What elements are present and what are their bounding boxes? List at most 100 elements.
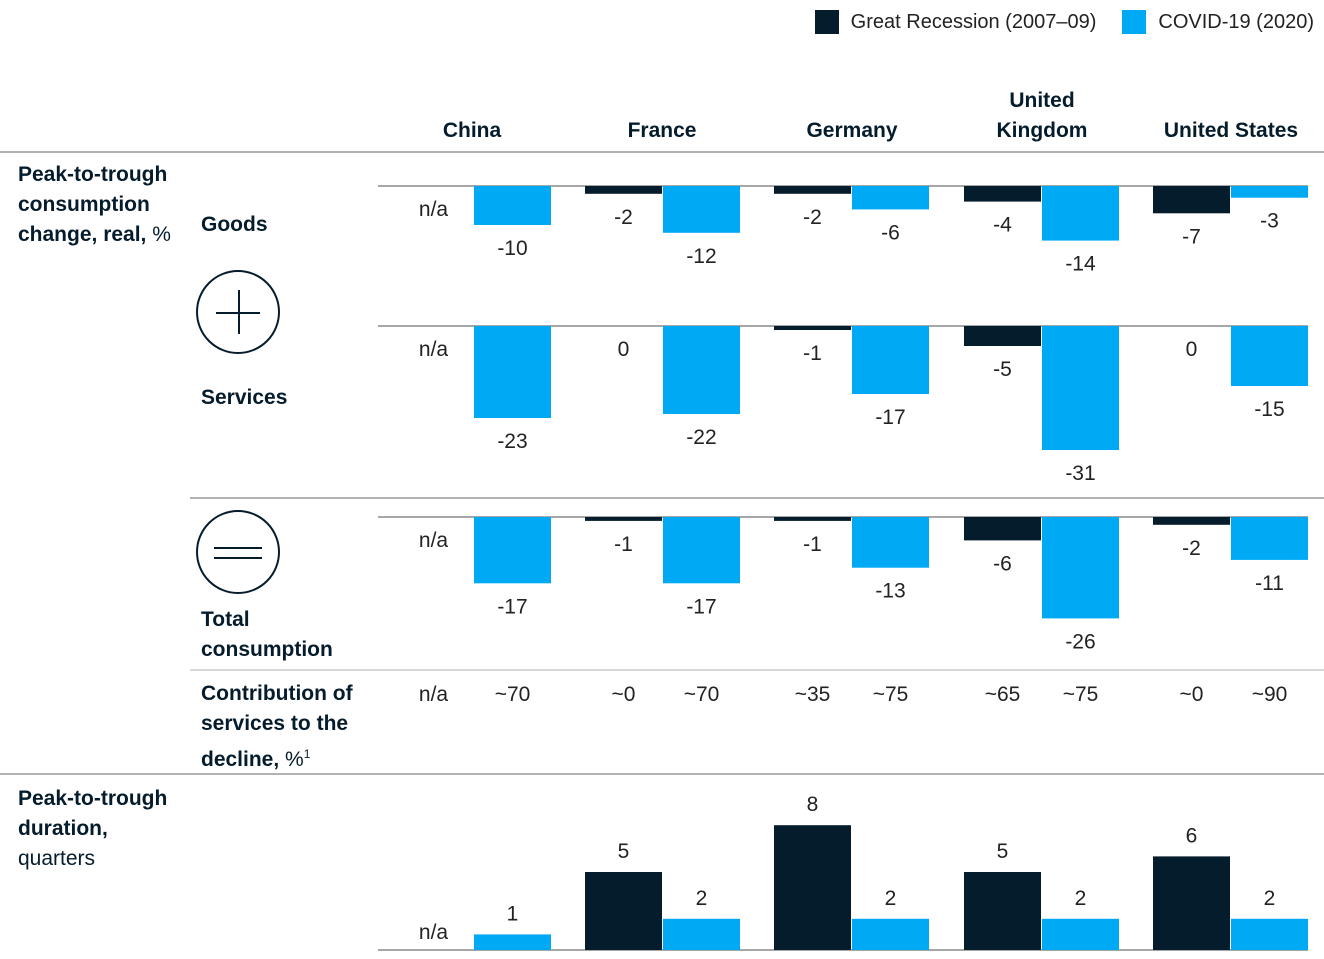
country-header-germany: Germany bbox=[806, 119, 898, 142]
total-recession-bar-uk bbox=[964, 517, 1041, 541]
services-covid-bar-us bbox=[1231, 326, 1308, 386]
country-header-uk: United Kingdom bbox=[996, 89, 1088, 142]
goods-recession-label-france: -2 bbox=[614, 206, 633, 229]
services-covid-bar-germany bbox=[852, 326, 929, 394]
services-covid-label-france: -22 bbox=[686, 426, 716, 449]
contribution-covid-china: ~70 bbox=[495, 683, 531, 706]
total-recession-bar-germany bbox=[774, 517, 851, 521]
goods-covid-label-china: -10 bbox=[497, 237, 527, 260]
duration-covid-label-us: 2 bbox=[1264, 887, 1276, 910]
goods-recession-bar-france bbox=[585, 186, 662, 194]
duration-recession-label-germany: 8 bbox=[807, 793, 819, 816]
contribution-recession-germany: ~35 bbox=[795, 683, 831, 706]
goods-covid-label-france: -12 bbox=[686, 245, 716, 268]
duration-covid-bar-uk bbox=[1042, 918, 1119, 950]
goods-label: Goods bbox=[201, 213, 268, 236]
goods-covid-bar-china bbox=[474, 186, 551, 225]
services-recession-bar-uk bbox=[964, 326, 1041, 346]
contribution-label: Contribution of services to the decline,… bbox=[201, 679, 371, 775]
services-label: Services bbox=[201, 386, 288, 409]
services-covid-bar-china bbox=[474, 326, 551, 418]
goods-covid-label-us: -3 bbox=[1260, 210, 1279, 233]
duration-recession-label-china: n/a bbox=[419, 921, 449, 944]
total-covid-label-us: -11 bbox=[1255, 572, 1284, 595]
goods-recession-label-china: n/a bbox=[419, 198, 449, 221]
total-covid-bar-china bbox=[474, 517, 551, 584]
services-recession-label-france: 0 bbox=[618, 338, 630, 361]
duration-recession-bar-us bbox=[1153, 856, 1230, 950]
total-covid-label-france: -17 bbox=[686, 595, 716, 618]
services-covid-label-uk: -31 bbox=[1065, 462, 1095, 485]
duration-recession-label-us: 6 bbox=[1186, 824, 1198, 847]
duration-recession-label-uk: 5 bbox=[997, 840, 1009, 863]
services-recession-label-germany: -1 bbox=[803, 342, 822, 365]
plus-vertical-stroke bbox=[238, 290, 240, 334]
goods-recession-label-germany: -2 bbox=[803, 206, 822, 229]
services-covid-label-germany: -17 bbox=[875, 406, 905, 429]
duration-covid-label-france: 2 bbox=[696, 887, 708, 910]
total-covid-label-china: -17 bbox=[497, 595, 527, 618]
contribution-footnote-marker: 1 bbox=[303, 747, 311, 761]
goods-recession-bar-uk bbox=[964, 186, 1041, 202]
legend-label-recession: Great Recession (2007–09) bbox=[850, 10, 1097, 33]
contribution-covid-uk: ~75 bbox=[1063, 683, 1099, 706]
total-recession-bar-us bbox=[1153, 517, 1230, 525]
total-label: Total consumption bbox=[201, 608, 333, 661]
goods-recession-label-uk: -4 bbox=[993, 214, 1012, 237]
services-recession-label-china: n/a bbox=[419, 338, 449, 361]
total-recession-label-uk: -6 bbox=[993, 552, 1012, 575]
duration-covid-label-china: 1 bbox=[507, 902, 519, 925]
contribution-covid-germany: ~75 bbox=[873, 683, 909, 706]
section2-label: Peak-to-trough duration, quarters bbox=[18, 784, 178, 874]
goods-covid-label-germany: -6 bbox=[881, 221, 900, 244]
services-recession-bar-germany bbox=[774, 326, 851, 330]
goods-recession-bar-us bbox=[1153, 186, 1230, 214]
section1-label: Peak-to-trough consumption change, real,… bbox=[18, 160, 178, 250]
goods-recession-bar-germany bbox=[774, 186, 851, 194]
equals-lower-stroke bbox=[214, 557, 262, 559]
legend-swatch-covid bbox=[1122, 10, 1147, 34]
total-covid-label-germany: -13 bbox=[875, 580, 905, 603]
duration-covid-label-uk: 2 bbox=[1075, 887, 1087, 910]
duration-covid-bar-china bbox=[474, 934, 551, 950]
duration-recession-bar-uk bbox=[964, 872, 1041, 950]
goods-recession-label-us: -7 bbox=[1182, 225, 1201, 248]
section2-unit: quarters bbox=[18, 847, 96, 870]
total-covid-bar-uk bbox=[1042, 517, 1119, 619]
contribution-recession-uk: ~65 bbox=[985, 683, 1021, 706]
goods-covid-bar-france bbox=[663, 186, 740, 233]
total-covid-bar-france bbox=[663, 517, 740, 584]
duration-covid-bar-germany bbox=[852, 918, 929, 950]
services-covid-label-china: -23 bbox=[497, 430, 527, 453]
duration-recession-bar-germany bbox=[774, 825, 851, 950]
goods-covid-bar-us bbox=[1231, 186, 1308, 198]
plus-circle-icon bbox=[196, 270, 280, 354]
total-recession-label-france: -1 bbox=[614, 533, 633, 556]
contribution-covid-france: ~70 bbox=[684, 683, 720, 706]
section2-title: Peak-to-trough duration, bbox=[18, 787, 168, 840]
services-covid-bar-france bbox=[663, 326, 740, 414]
total-covid-bar-us bbox=[1231, 517, 1308, 560]
duration-covid-label-germany: 2 bbox=[885, 887, 897, 910]
contribution-recession-china: n/a bbox=[419, 683, 449, 706]
contribution-unit: % bbox=[285, 748, 304, 771]
legend-label-covid: COVID-19 (2020) bbox=[1158, 10, 1314, 33]
country-header-us: United States bbox=[1163, 119, 1299, 142]
duration-covid-bar-france bbox=[663, 918, 740, 950]
legend-item-recession: Great Recession (2007–09) bbox=[814, 10, 1097, 34]
legend-item-covid: COVID-19 (2020) bbox=[1122, 10, 1314, 34]
contribution-recession-france: ~0 bbox=[612, 683, 636, 706]
services-recession-label-uk: -5 bbox=[993, 358, 1012, 381]
total-recession-bar-france bbox=[585, 517, 662, 521]
services-recession-label-us: 0 bbox=[1186, 338, 1198, 361]
goods-covid-bar-uk bbox=[1042, 186, 1119, 241]
total-recession-label-china: n/a bbox=[419, 529, 449, 552]
goods-covid-label-uk: -14 bbox=[1065, 253, 1096, 276]
contribution-title: Contribution of services to the decline, bbox=[201, 682, 353, 771]
services-covid-bar-uk bbox=[1042, 326, 1119, 450]
equals-circle-icon bbox=[196, 510, 280, 594]
contribution-recession-us: ~0 bbox=[1180, 683, 1204, 706]
total-covid-bar-germany bbox=[852, 517, 929, 568]
contribution-covid-us: ~90 bbox=[1252, 683, 1288, 706]
legend: Great Recession (2007–09) COVID-19 (2020… bbox=[789, 10, 1314, 34]
